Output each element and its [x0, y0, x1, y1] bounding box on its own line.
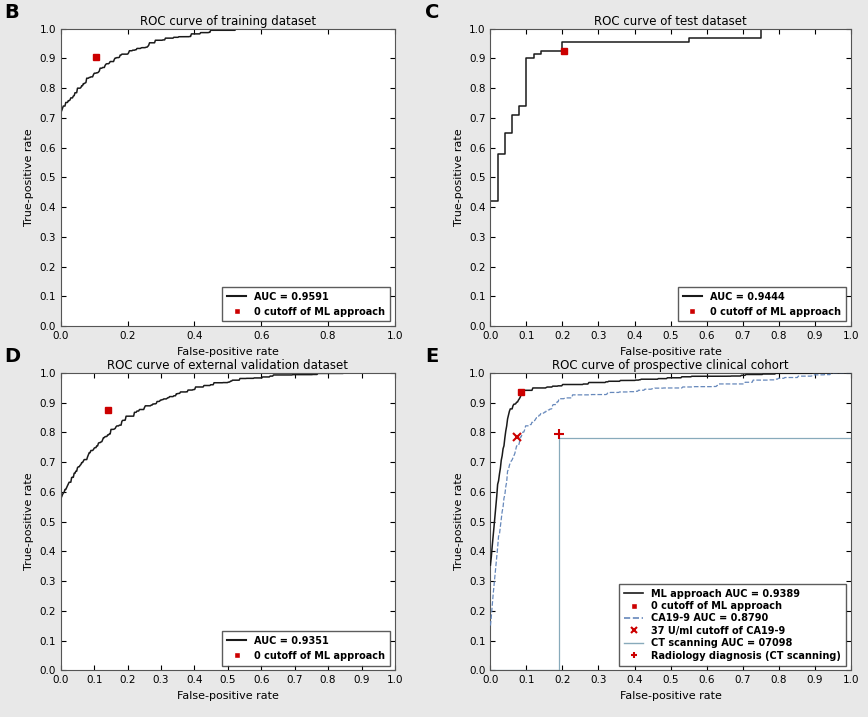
X-axis label: False-positive rate: False-positive rate — [620, 690, 721, 701]
Y-axis label: True-positive rate: True-positive rate — [453, 128, 464, 227]
Y-axis label: True-positive rate: True-positive rate — [453, 473, 464, 571]
Text: D: D — [4, 347, 21, 366]
Title: ROC curve of prospective clinical cohort: ROC curve of prospective clinical cohort — [552, 358, 789, 371]
Legend: ML approach AUC = 0.9389, 0 cutoff of ML approach, CA19-9 AUC = 0.8790, 37 U/ml : ML approach AUC = 0.9389, 0 cutoff of ML… — [619, 584, 845, 665]
Text: E: E — [425, 347, 438, 366]
Title: ROC curve of training dataset: ROC curve of training dataset — [140, 14, 316, 27]
Y-axis label: True-positive rate: True-positive rate — [23, 128, 34, 227]
Legend: AUC = 0.9591, 0 cutoff of ML approach: AUC = 0.9591, 0 cutoff of ML approach — [222, 287, 390, 321]
Text: B: B — [4, 3, 19, 22]
Title: ROC curve of external validation dataset: ROC curve of external validation dataset — [108, 358, 348, 371]
X-axis label: False-positive rate: False-positive rate — [177, 346, 279, 356]
Text: C: C — [425, 3, 440, 22]
Legend: AUC = 0.9444, 0 cutoff of ML approach: AUC = 0.9444, 0 cutoff of ML approach — [678, 287, 845, 321]
X-axis label: False-positive rate: False-positive rate — [620, 346, 721, 356]
X-axis label: False-positive rate: False-positive rate — [177, 690, 279, 701]
Y-axis label: True-positive rate: True-positive rate — [23, 473, 34, 571]
Legend: AUC = 0.9351, 0 cutoff of ML approach: AUC = 0.9351, 0 cutoff of ML approach — [222, 631, 390, 665]
Title: ROC curve of test dataset: ROC curve of test dataset — [595, 14, 746, 27]
